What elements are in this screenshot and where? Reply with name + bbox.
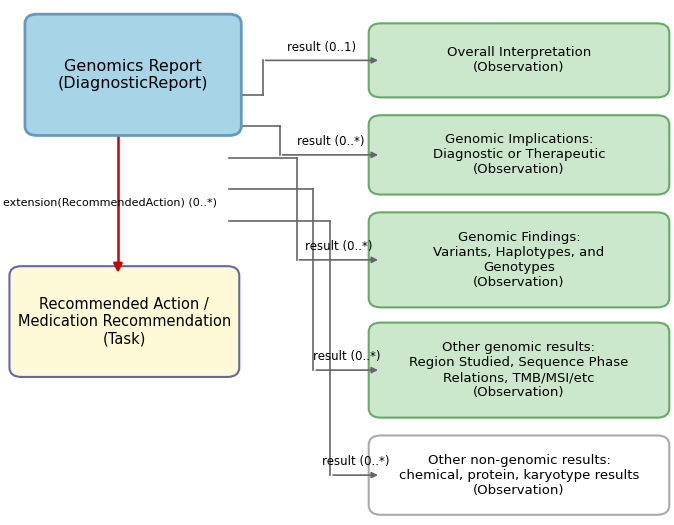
Text: extension(RecommendedAction) (0..*): extension(RecommendedAction) (0..*) — [3, 197, 218, 207]
FancyBboxPatch shape — [369, 213, 669, 308]
Text: Other genomic results:
Region Studied, Sequence Phase
Relations, TMB/MSI/etc
(Ob: Other genomic results: Region Studied, S… — [409, 341, 629, 399]
FancyBboxPatch shape — [25, 14, 241, 135]
Text: Recommended Action /
Medication Recommendation
(Task): Recommended Action / Medication Recommen… — [18, 297, 231, 347]
FancyBboxPatch shape — [369, 116, 669, 195]
FancyBboxPatch shape — [369, 23, 669, 98]
Text: result (0..*): result (0..*) — [305, 240, 373, 253]
FancyBboxPatch shape — [369, 436, 669, 514]
Text: Other non-genomic results:
chemical, protein, karyotype results
(Observation): Other non-genomic results: chemical, pro… — [399, 454, 639, 497]
FancyBboxPatch shape — [369, 322, 669, 418]
FancyBboxPatch shape — [9, 266, 239, 377]
Text: Genomics Report
(DiagnosticReport): Genomics Report (DiagnosticReport) — [58, 59, 208, 91]
Text: Overall Interpretation
(Observation): Overall Interpretation (Observation) — [447, 46, 591, 75]
Text: result (0..*): result (0..*) — [321, 455, 390, 468]
Text: Genomic Findings:
Variants, Haplotypes, and
Genotypes
(Observation): Genomic Findings: Variants, Haplotypes, … — [433, 231, 605, 289]
Text: result (0..*): result (0..*) — [313, 350, 381, 363]
Text: result (0..*): result (0..*) — [297, 135, 364, 148]
Text: result (0..1): result (0..1) — [287, 40, 357, 54]
Text: Genomic Implications:
Diagnostic or Therapeutic
(Observation): Genomic Implications: Diagnostic or Ther… — [433, 133, 605, 176]
